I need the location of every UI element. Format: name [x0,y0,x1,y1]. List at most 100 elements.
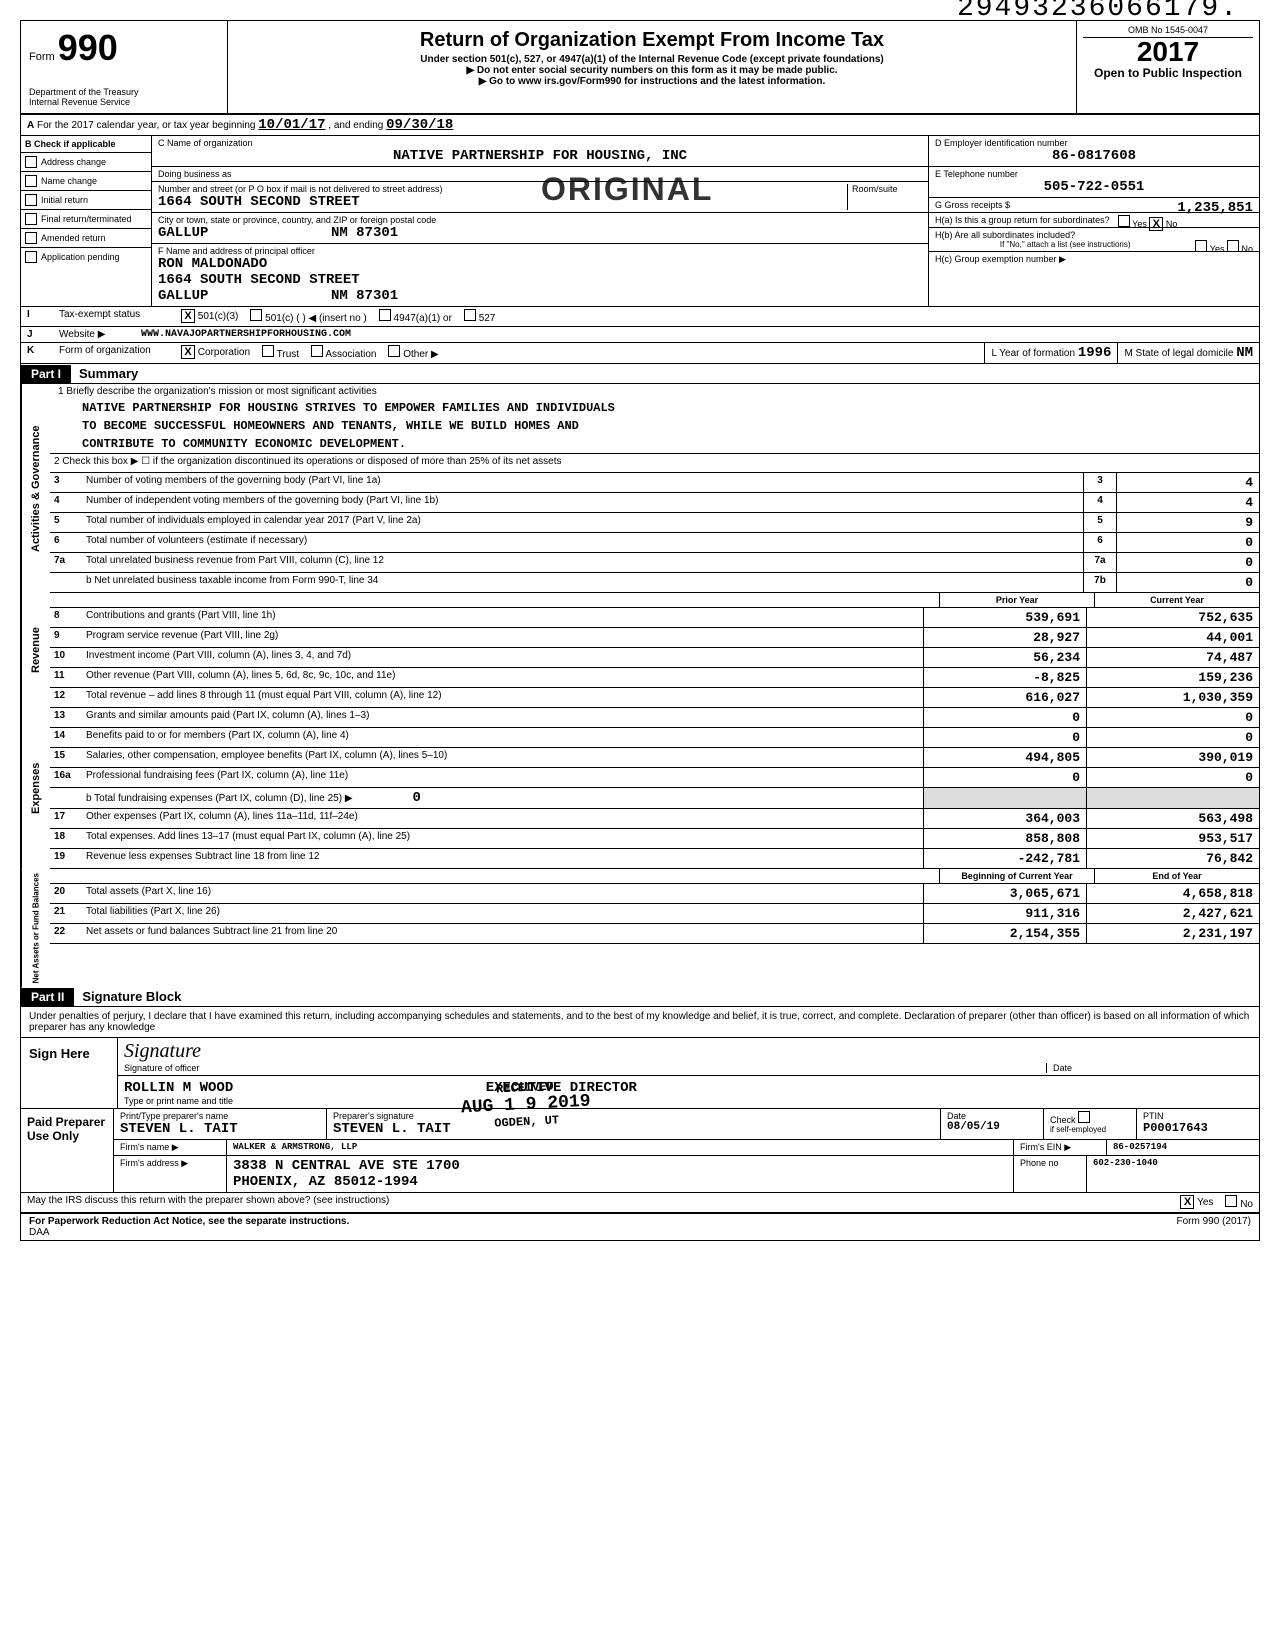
row-j-label: J [21,327,53,342]
line-desc: Other revenue (Part VIII, column (A), li… [82,668,923,687]
hb-no: No [1241,244,1253,254]
corp-box[interactable]: X [181,345,195,359]
hb-label: H(b) Are all subordinates included? [935,230,1075,240]
gross-label: G Gross receipts $ [935,200,1010,210]
form-number: 990 [58,27,118,68]
row-i-text: Tax-exempt status [53,307,175,326]
line-val: 9 [1116,513,1259,532]
line-num: 20 [50,884,82,903]
line-cy: 1,030,359 [1086,688,1259,707]
row-i-label: I [21,307,53,326]
chk-final[interactable] [25,213,37,225]
line-py: 616,027 [923,688,1086,707]
discuss-yes: Yes [1197,1197,1213,1208]
dba-label: Doing business as [158,169,232,179]
assoc-box[interactable] [311,345,323,357]
revenue-section: Revenue Prior Year Current Year 8Contrib… [21,593,1259,708]
line-cy: 390,019 [1086,748,1259,767]
net-assets-section: Net Assets or Fund Balances Beginning of… [21,869,1259,987]
mission-line3: CONTRIBUTE TO COMMUNITY ECONOMIC DEVELOP… [50,435,1259,454]
527-box[interactable] [464,309,476,321]
discuss-row: May the IRS discuss this return with the… [21,1193,1259,1214]
self-emp-box[interactable] [1078,1111,1090,1123]
501c-box[interactable] [250,309,262,321]
firm-ein: 86-0257194 [1107,1140,1259,1155]
line-item: 13Grants and similar amounts paid (Part … [50,708,1259,728]
other-box[interactable] [388,345,400,357]
line-cy: 0 [1086,768,1259,787]
city-label: City or town, state or province, country… [158,215,922,225]
line-desc: Salaries, other compensation, employee b… [82,748,923,767]
line-desc: Investment income (Part VIII, column (A)… [82,648,923,667]
501c3-box[interactable]: X [181,309,195,323]
expenses-section: Expenses 13Grants and similar amounts pa… [21,708,1259,869]
part1-header-row: Part I Summary [21,364,1259,384]
4947-box[interactable] [379,309,391,321]
prep-date: 08/05/19 [947,1121,1037,1133]
line-item: 3Number of voting members of the governi… [50,473,1259,493]
prep-check-hdr: Check [1050,1115,1076,1125]
line-num [50,573,82,592]
part2-header: Part II [21,988,74,1006]
line-py: 0 [923,768,1086,787]
sign-here-label: Sign Here [21,1038,118,1108]
street-label: Number and street (or P O box if mail is… [158,184,847,194]
col-d-right: D Employer identification number 86-0817… [929,136,1259,306]
chk-pending[interactable] [25,251,37,263]
daa-label: DAA [29,1227,349,1238]
opt-4947: 4947(a)(1) or [394,313,452,324]
opt-assoc: Association [325,349,376,360]
line-num: 7a [50,553,82,572]
hb-yes-box[interactable] [1195,240,1207,252]
line-item: 14Benefits paid to or for members (Part … [50,728,1259,748]
line-cell: 5 [1083,513,1116,532]
line-cy: 2,427,621 [1086,904,1259,923]
line-item: 7aTotal unrelated business revenue from … [50,553,1259,573]
line-num: 3 [50,473,82,492]
line-py: 0 [923,708,1086,727]
discuss-no-box[interactable] [1225,1195,1237,1207]
line-py [923,788,1086,808]
line-num: 15 [50,748,82,767]
line-cy: 953,517 [1086,829,1259,848]
ey-header: End of Year [1094,869,1259,883]
mission-line1: NATIVE PARTNERSHIP FOR HOUSING STRIVES T… [50,399,1259,417]
line-desc: Benefits paid to or for members (Part IX… [82,728,923,747]
discuss-yes-box[interactable]: X [1180,1195,1194,1209]
opt-trust: Trust [277,349,299,360]
line-desc: Other expenses (Part IX, column (A), lin… [82,809,923,828]
line-item: 6Total number of volunteers (estimate if… [50,533,1259,553]
line-py: 539,691 [923,608,1086,627]
line-cell: 6 [1083,533,1116,552]
line-desc: Total number of volunteers (estimate if … [82,533,1083,552]
ha-yes-box[interactable] [1118,215,1130,227]
ha-no-box[interactable]: X [1149,217,1163,231]
line-val: 4 [1116,493,1259,512]
chk-address-label: Address change [41,157,106,167]
declaration-text: Under penalties of perjury, I declare th… [21,1007,1259,1038]
line-cell: 4 [1083,493,1116,512]
line-py: 56,234 [923,648,1086,667]
hb-no-box[interactable] [1227,240,1239,252]
chk-amended[interactable] [25,232,37,244]
row-j-text: Website ▶ [53,327,135,342]
org-street: 1664 SOUTH SECOND STREET [158,194,847,210]
line-cy: 0 [1086,728,1259,747]
trust-box[interactable] [262,345,274,357]
ha-yes: Yes [1132,219,1147,229]
firm-ein-label: Firm's EIN ▶ [1014,1140,1107,1155]
row-a-prefix: A [27,120,34,131]
row-j: J Website ▶ WWW.NAVAJOPARTNERSHIPFORHOUS… [21,327,1259,343]
chk-initial[interactable] [25,194,37,206]
line-num: 17 [50,809,82,828]
part2-header-row: Part II Signature Block [21,987,1259,1007]
officer-city: GALLUP [158,288,208,304]
chk-address[interactable] [25,156,37,168]
chk-name[interactable] [25,175,37,187]
line-num: 12 [50,688,82,707]
chk-name-label: Name change [41,176,97,186]
firm-addr-label: Firm's address ▶ [114,1156,227,1192]
line-desc: Total assets (Part X, line 16) [82,884,923,903]
line-item: 16aProfessional fundraising fees (Part I… [50,768,1259,788]
line-cy: 44,001 [1086,628,1259,647]
